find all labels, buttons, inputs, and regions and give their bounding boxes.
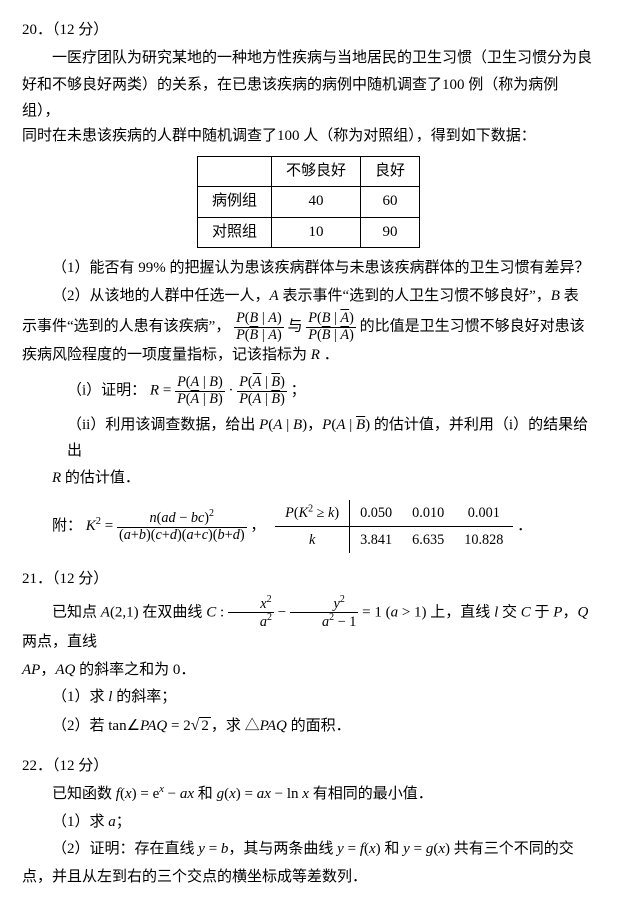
- q21-s2: （2）若 tan∠PAQ = 2√2，求 △PAQ 的面积．: [22, 713, 595, 740]
- q20-p2: 好和不够良好两类）的关系，在已患该疾病的病例中随机调查了100 例（称为病例组）…: [22, 73, 595, 124]
- row1-c1: 40: [271, 187, 360, 218]
- q21-p2: AP，AQ 的斜率之和为 0．: [22, 658, 595, 684]
- row2-label: 对照组: [197, 217, 271, 248]
- txt: 的斜率；: [112, 689, 176, 705]
- k-row-label: k: [275, 526, 350, 553]
- frac1: P(B | A) P(B | A): [234, 311, 284, 343]
- q22-s1: （1）求 a；: [22, 810, 595, 836]
- q21-number: 21．（12 分）: [22, 567, 595, 593]
- kv2: 0.010: [402, 500, 454, 527]
- row2-c2: 90: [361, 217, 420, 248]
- q20-part-i: （i）证明： R = P(A | B) P(A | B) · P(A | B) …: [22, 375, 595, 407]
- frac2: P(B | A) P(B | A): [306, 311, 356, 343]
- txt: 表: [560, 288, 579, 304]
- q20-part2-line1: （2）从该地的人群中任选一人，A 表示事件“选到的人卫生习惯不够良好”，B 表: [22, 284, 595, 310]
- txt: （ii）利用该调查数据，给出: [67, 417, 259, 433]
- k-table: P(K2 ≥ k) 0.050 0.010 0.001 k 3.841 6.63…: [275, 500, 513, 553]
- txt: (2,1) 在双曲线: [110, 604, 206, 620]
- q21-p1: 已知点 A(2,1) 在双曲线 C : x2 a2 − y2 a2 − 1 = …: [22, 595, 595, 656]
- var-A: A: [270, 288, 279, 304]
- question-21: 21．（12 分） 已知点 A(2,1) 在双曲线 C : x2 a2 − y2…: [22, 567, 595, 740]
- txt: 两点，直线: [22, 634, 97, 650]
- q22-number: 22．（12 分）: [22, 754, 595, 780]
- row1-c2: 60: [361, 187, 420, 218]
- txt: 有相同的最小值．: [309, 786, 433, 802]
- k2-frac: n(ad − bc)2 (a+b)(c+d)(a+c)(b+d): [117, 509, 247, 543]
- row1-label: 病例组: [197, 187, 271, 218]
- q20-attach: 附： K2 = n(ad − bc)2 (a+b)(c+d)(a+c)(b+d)…: [22, 500, 595, 553]
- txt: 和: [381, 841, 404, 857]
- txt: 附：: [52, 518, 82, 534]
- q20-part-ii-line2: R 的估计值．: [22, 466, 595, 492]
- q22-s2: （2）证明：存在直线 y = b，其与两条曲线 y = f(x) 和 y = g…: [22, 837, 595, 863]
- q20-part1: （1）能否有 99% 的把握认为患该疾病群体与未患该疾病群体的卫生习惯有差异？: [22, 256, 595, 282]
- hyp-frac1: x2 a2: [228, 595, 274, 631]
- q20-number: 20．（12 分）: [22, 18, 595, 44]
- q20-part-ii-line1: （ii）利用该调查数据，给出 P(A | B)，P(A | B) 的估计值，并利…: [22, 413, 595, 464]
- txt: ，: [40, 662, 55, 678]
- txt: 于: [531, 604, 554, 620]
- txt: 的估计值．: [61, 470, 140, 486]
- q20-part2-line3: 疾病风险程度的一项度量指标，记该指标为 R ．: [22, 343, 595, 369]
- txt: 上，直线: [427, 604, 495, 620]
- txt: 表示事件“选到的人卫生习惯不够良好”，: [279, 288, 551, 304]
- txt: （1）求: [52, 689, 108, 705]
- q22-p1: 已知函数 f(x) = ex − ax 和 g(x) = ax − ln x 有…: [22, 781, 595, 808]
- frac-i2: P(A | B) P(A | B): [237, 375, 287, 407]
- kv6: 10.828: [454, 526, 513, 553]
- q20-data-table: 不够良好 良好 病例组 40 60 对照组 10 90: [197, 156, 420, 249]
- q20-p1: 一医疗团队为研究某地的一种地方性疾病与当地居民的卫生习惯（卫生习惯分为良: [22, 46, 595, 72]
- txt: 示事件“选到的人患有该疾病”，: [22, 319, 230, 335]
- txt: 交: [498, 604, 521, 620]
- q21-s1: （1）求 l 的斜率；: [22, 685, 595, 711]
- txt: （2）从该地的人群中任选一人，: [52, 288, 270, 304]
- txt: 与: [287, 319, 302, 335]
- col-h1: 不够良好: [271, 156, 360, 187]
- txt: （i）证明：: [67, 382, 146, 398]
- txt: 的斜率之和为 0．: [75, 662, 195, 678]
- frac-i1: P(A | B) P(A | B): [175, 375, 225, 407]
- row2-c1: 10: [271, 217, 360, 248]
- var-B: B: [551, 288, 560, 304]
- table-blank: [197, 156, 271, 187]
- txt: 的比值是卫生习惯不够良好对患该: [360, 319, 585, 335]
- txt: 的面积．: [287, 718, 351, 734]
- txt: （1）求: [52, 814, 108, 830]
- kv5: 6.635: [402, 526, 454, 553]
- q20-p3: 同时在未患该疾病的人群中随机调查了100 人（称为对照组），得到如下数据：: [22, 124, 595, 150]
- txt: ，其与两条曲线: [228, 841, 337, 857]
- var-R: R: [311, 347, 320, 363]
- question-20: 20．（12 分） 一医疗团队为研究某地的一种地方性疾病与当地居民的卫生习惯（卫…: [22, 18, 595, 553]
- k-hdr: P(K2 ≥ k): [275, 500, 350, 527]
- txt: 已知点: [52, 604, 101, 620]
- q22-s3: 点，并且从左到右的三个交点的横坐标成等差数列．: [22, 865, 595, 891]
- txt: 共有三个不同的交: [450, 841, 574, 857]
- txt: ，求 △: [211, 718, 260, 734]
- txt: 已知函数: [52, 786, 116, 802]
- kv1: 0.050: [350, 500, 403, 527]
- txt: （2）证明：存在直线: [52, 841, 198, 857]
- txt: 和: [194, 786, 217, 802]
- txt: ；: [116, 814, 131, 830]
- q20-part2-line2: 示事件“选到的人患有该疾病”， P(B | A) P(B | A) 与 P(B …: [22, 311, 595, 343]
- txt: 疾病风险程度的一项度量指标，记该指标为: [22, 347, 311, 363]
- txt: ，: [307, 417, 322, 433]
- kv3: 0.001: [454, 500, 513, 527]
- hyp-frac2: y2 a2 − 1: [290, 595, 358, 631]
- txt: ，: [562, 604, 577, 620]
- question-22: 22．（12 分） 已知函数 f(x) = ex − ax 和 g(x) = a…: [22, 754, 595, 891]
- col-h2: 良好: [361, 156, 420, 187]
- kv4: 3.841: [350, 526, 403, 553]
- txt: （2）若 tan∠: [52, 718, 140, 734]
- txt: ．: [320, 347, 339, 363]
